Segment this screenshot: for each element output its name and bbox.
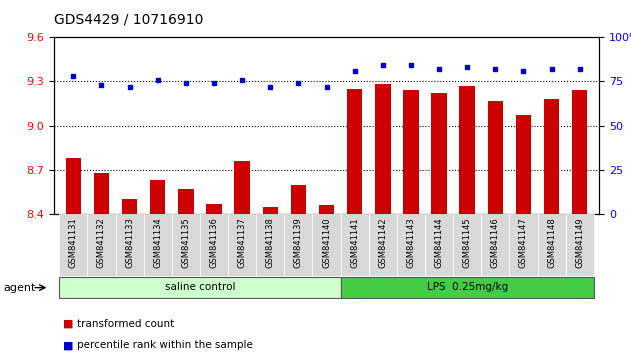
Bar bbox=[150, 180, 165, 214]
Text: GSM841137: GSM841137 bbox=[238, 217, 247, 268]
Bar bbox=[481, 214, 509, 276]
Text: GSM841142: GSM841142 bbox=[379, 217, 387, 268]
Text: GSM841140: GSM841140 bbox=[322, 217, 331, 268]
Bar bbox=[115, 214, 144, 276]
Bar bbox=[59, 277, 341, 298]
Text: ■: ■ bbox=[63, 340, 74, 350]
Bar bbox=[66, 158, 81, 214]
Bar bbox=[375, 84, 391, 214]
Text: GSM841132: GSM841132 bbox=[97, 217, 106, 268]
Bar bbox=[538, 214, 565, 276]
Text: GSM841145: GSM841145 bbox=[463, 217, 472, 268]
Text: GSM841141: GSM841141 bbox=[350, 217, 359, 268]
Bar bbox=[319, 205, 334, 214]
Text: GDS4429 / 10716910: GDS4429 / 10716910 bbox=[54, 12, 203, 27]
Bar bbox=[488, 101, 503, 214]
Bar bbox=[88, 214, 115, 276]
Bar bbox=[178, 189, 194, 214]
Text: GSM841136: GSM841136 bbox=[209, 217, 218, 268]
Bar bbox=[228, 214, 256, 276]
Text: GSM841138: GSM841138 bbox=[266, 217, 274, 268]
Bar bbox=[509, 214, 538, 276]
Bar bbox=[347, 89, 362, 214]
Bar bbox=[572, 90, 587, 214]
Text: transformed count: transformed count bbox=[77, 319, 174, 329]
Bar bbox=[256, 214, 285, 276]
Text: saline control: saline control bbox=[165, 282, 235, 292]
Text: GSM841135: GSM841135 bbox=[181, 217, 191, 268]
Bar bbox=[291, 185, 306, 214]
Bar bbox=[369, 214, 397, 276]
Bar bbox=[341, 277, 594, 298]
Bar bbox=[59, 214, 88, 276]
Text: GSM841148: GSM841148 bbox=[547, 217, 556, 268]
Text: agent: agent bbox=[3, 282, 35, 293]
Text: percentile rank within the sample: percentile rank within the sample bbox=[77, 340, 253, 350]
Bar bbox=[565, 214, 594, 276]
Text: GSM841133: GSM841133 bbox=[125, 217, 134, 268]
Bar bbox=[403, 90, 419, 214]
Bar bbox=[312, 214, 341, 276]
Bar bbox=[459, 86, 475, 214]
Text: ■: ■ bbox=[63, 319, 74, 329]
Text: GSM841149: GSM841149 bbox=[575, 217, 584, 268]
Bar bbox=[234, 161, 250, 214]
Bar bbox=[544, 99, 559, 214]
Text: GSM841134: GSM841134 bbox=[153, 217, 162, 268]
Bar bbox=[425, 214, 453, 276]
Text: LPS  0.25mg/kg: LPS 0.25mg/kg bbox=[427, 282, 508, 292]
Bar bbox=[453, 214, 481, 276]
Bar bbox=[200, 214, 228, 276]
Bar bbox=[206, 204, 221, 214]
Bar bbox=[516, 115, 531, 214]
Text: GSM841144: GSM841144 bbox=[435, 217, 444, 268]
Bar bbox=[94, 173, 109, 214]
Text: GSM841143: GSM841143 bbox=[406, 217, 415, 268]
Bar bbox=[122, 199, 138, 214]
Text: GSM841146: GSM841146 bbox=[491, 217, 500, 268]
Text: GSM841131: GSM841131 bbox=[69, 217, 78, 268]
Bar bbox=[285, 214, 312, 276]
Bar bbox=[432, 93, 447, 214]
Bar bbox=[262, 207, 278, 214]
Text: GSM841139: GSM841139 bbox=[294, 217, 303, 268]
Bar bbox=[341, 214, 369, 276]
Bar bbox=[144, 214, 172, 276]
Bar bbox=[172, 214, 200, 276]
Bar bbox=[397, 214, 425, 276]
Text: GSM841147: GSM841147 bbox=[519, 217, 528, 268]
